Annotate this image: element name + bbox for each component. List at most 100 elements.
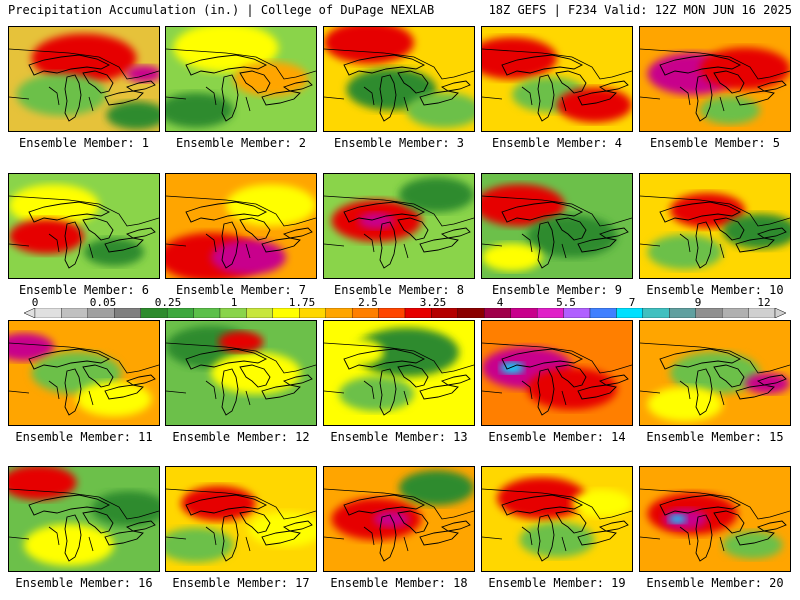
member-label: Ensemble Member: 18 [330,576,468,590]
precip-area [700,96,760,125]
precip-area [166,92,234,128]
great-lakes-outline [28,54,156,122]
colorbar-swatch [457,308,485,318]
colorbar-swatch [378,308,406,318]
precip-area [399,177,474,213]
colorbar-swatch [140,308,168,318]
state-borders [166,195,316,259]
great-lakes-outline [659,201,787,269]
precip-field [324,177,474,269]
precip-area [668,514,687,524]
precip-area [358,212,395,230]
member-label: Ensemble Member: 3 [333,136,465,150]
colorbar-swatch [351,308,379,318]
ensemble-map-panel [639,320,791,426]
ensemble-map-panel [481,173,633,279]
precip-field [9,184,159,269]
colorbar-swatch [246,308,274,318]
colorbar-swatch [510,308,538,318]
state-borders [324,342,474,406]
precip-area [84,238,144,266]
precip-area [527,367,617,410]
precip-field [166,485,316,563]
ensemble-map-panel [481,320,633,426]
precip-field [166,326,316,416]
map-title: Precipitation Accumulation (in.) | Colle… [8,3,435,17]
colorbar-swatch [616,308,644,318]
precip-field [9,33,159,130]
colorbar-tick-label: 0 [31,296,39,309]
precip-area [745,372,790,394]
colorbar-tick-label: 12 [757,296,771,309]
run-info: 18Z GEFS | F234 Valid: 12Z MON JUN 16 20… [488,3,792,17]
colorbar-swatch [61,308,89,318]
state-borders [482,195,632,259]
member-label: Ensemble Member: 4 [491,136,623,150]
member-label: Ensemble Member: 2 [175,136,307,150]
colorbar-swatch [193,308,221,318]
state-borders [166,342,316,406]
colorbar-swatch [404,308,432,318]
state-borders [482,342,632,406]
colorbar-swatch [325,308,353,318]
precip-area [647,234,723,270]
great-lakes-outline [501,54,629,122]
great-lakes-outline [185,494,313,562]
ensemble-map-panel [481,466,633,572]
member-label: Ensemble Member: 10 [646,283,784,297]
great-lakes-outline [501,494,629,562]
colorbar-swatch [589,308,617,318]
precip-area [722,531,783,559]
colorbar-swatch [431,308,459,318]
precip-field [324,27,474,128]
colorbar-swatch [87,308,115,318]
member-label: Ensemble Member: 17 [172,576,310,590]
ensemble-map-panel [8,173,160,279]
member-label: Ensemble Member: 9 [491,283,623,297]
precip-field [482,37,632,123]
state-borders [640,488,790,552]
precip-field [166,27,316,128]
state-borders [324,195,474,259]
state-borders [9,488,159,552]
precip-area [248,511,316,547]
precip-field [482,477,632,562]
great-lakes-outline [343,54,471,122]
precip-area [226,184,316,227]
precip-area [700,47,790,90]
colorbar-swatch [484,308,511,318]
state-borders [324,48,474,112]
precip-area [211,352,301,394]
ensemble-map-panel [165,173,317,279]
precip-area [9,467,77,501]
great-lakes-outline [185,348,313,416]
ensemble-map-panel [323,26,475,132]
colorbar-tick-label: 5.5 [556,296,576,309]
precip-field [640,342,790,422]
member-label: Ensemble Member: 13 [330,430,468,444]
precip-field [482,342,632,416]
member-label: Ensemble Member: 11 [15,430,153,444]
ensemble-map-panel [8,466,160,572]
ensemble-map-panel [323,320,475,426]
colorbar-swatch [272,308,300,318]
ensemble-map-panel [8,320,160,426]
state-borders [640,195,790,259]
precip-area [324,27,414,64]
colorbar-swatch [34,308,62,318]
state-borders [482,488,632,552]
state-borders [640,342,790,406]
precip-area [24,524,114,566]
ensemble-map-panel [8,26,160,132]
state-borders [166,488,316,552]
colorbar-swatch [219,308,247,318]
precip-area [482,243,542,272]
colorbar-swatch [669,308,696,318]
state-borders [640,48,790,112]
member-label: Ensemble Member: 8 [333,283,465,297]
colorbar-swatch [563,308,591,318]
great-lakes-outline [28,201,156,269]
great-lakes-outline [185,54,313,122]
ensemble-map-panel [165,26,317,132]
precip-field [482,184,632,272]
